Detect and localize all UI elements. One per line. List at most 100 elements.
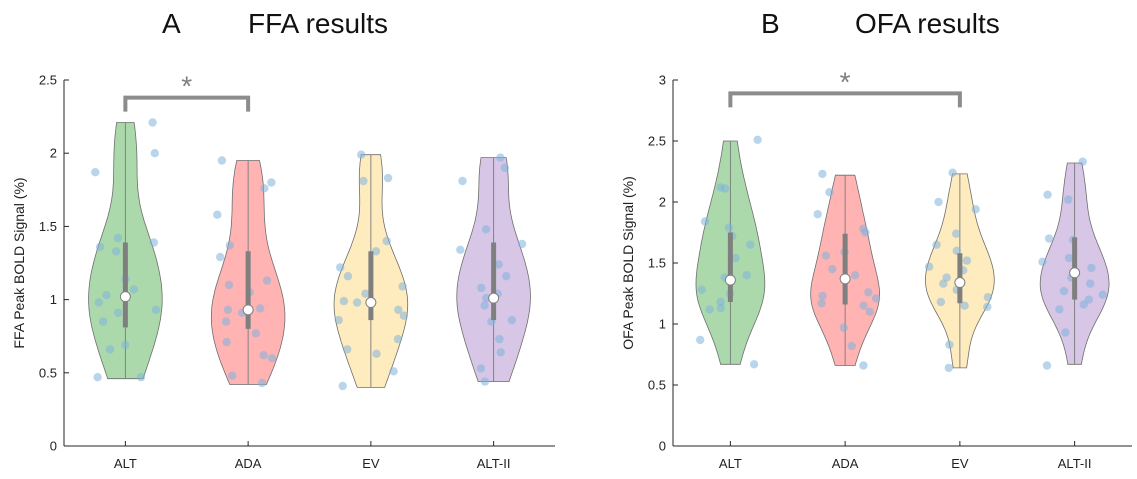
data-point xyxy=(818,291,827,301)
data-point xyxy=(389,367,398,376)
data-point xyxy=(480,377,490,386)
data-point xyxy=(859,301,868,310)
data-point xyxy=(1042,361,1052,370)
data-point xyxy=(394,305,403,314)
violin-ada xyxy=(810,169,881,370)
data-point xyxy=(825,188,834,197)
data-point xyxy=(357,150,366,159)
y-tick-label: 2 xyxy=(50,146,57,161)
violin-iqr xyxy=(245,251,251,329)
panel-a: A FFA results 0 0.5 1 1.5 2 2.5 FFA Peak BOLD … xyxy=(0,0,560,479)
significance-line xyxy=(728,91,962,108)
significance-bracket: * xyxy=(728,66,962,108)
violin-median xyxy=(724,274,736,286)
data-point xyxy=(458,176,467,186)
data-point xyxy=(136,373,146,382)
data-point xyxy=(216,252,225,262)
data-point xyxy=(983,293,993,302)
data-point xyxy=(361,289,370,298)
data-point xyxy=(399,311,409,320)
data-point xyxy=(257,378,267,388)
violin-iqr xyxy=(122,242,128,328)
data-point xyxy=(864,288,873,297)
violin-alt-ii xyxy=(1038,157,1110,370)
data-point xyxy=(476,364,486,373)
data-point xyxy=(945,340,954,349)
data-point xyxy=(952,246,961,255)
x-tick-label: ADA xyxy=(832,456,859,471)
violin-ev xyxy=(924,168,995,373)
data-point xyxy=(813,210,822,219)
data-point xyxy=(113,233,123,243)
data-point xyxy=(260,184,269,193)
data-point xyxy=(481,225,491,234)
data-point xyxy=(224,280,234,290)
data-point xyxy=(697,285,706,294)
data-point xyxy=(334,315,343,325)
data-point xyxy=(482,293,491,303)
data-point xyxy=(1064,195,1073,204)
violin-iqr xyxy=(491,242,497,321)
data-point xyxy=(1087,263,1096,273)
data-point xyxy=(944,363,953,373)
chart-title: OFA results xyxy=(855,8,1000,39)
significance-star: * xyxy=(840,66,851,97)
x-tick-label: ADA xyxy=(235,456,262,471)
data-point xyxy=(1061,328,1070,337)
data-point xyxy=(871,294,881,303)
data-point xyxy=(861,228,870,237)
data-point xyxy=(496,153,505,162)
data-point xyxy=(382,236,391,246)
significance-line xyxy=(123,95,251,112)
data-point xyxy=(1098,290,1107,299)
data-point xyxy=(971,205,980,214)
y-tick-label: 1.5 xyxy=(39,219,57,234)
data-point xyxy=(939,279,948,288)
y-tick-label: 1 xyxy=(659,317,666,332)
data-point xyxy=(720,184,730,193)
data-point xyxy=(1043,190,1052,199)
data-point xyxy=(112,247,121,256)
data-point xyxy=(95,242,105,252)
data-point xyxy=(338,381,347,391)
violin-alt xyxy=(695,135,766,369)
data-point xyxy=(336,263,345,272)
significance-star: * xyxy=(181,71,192,102)
violin-median xyxy=(839,273,851,285)
data-point xyxy=(259,351,268,360)
data-point xyxy=(716,297,725,307)
data-point xyxy=(1086,279,1095,288)
x-tick-label: ALT xyxy=(719,456,742,471)
data-point xyxy=(99,317,108,326)
violin-median xyxy=(1069,267,1081,279)
data-point xyxy=(507,315,517,325)
data-point xyxy=(477,283,486,293)
data-point xyxy=(936,297,946,307)
significance-bracket: * xyxy=(123,71,251,112)
data-point xyxy=(850,271,860,280)
data-point xyxy=(924,262,934,271)
data-point xyxy=(149,238,158,247)
data-point xyxy=(359,176,368,186)
data-point xyxy=(934,197,943,207)
chart-title: FFA results xyxy=(248,8,389,39)
data-point xyxy=(393,334,403,344)
data-point xyxy=(129,285,139,294)
data-point xyxy=(267,354,277,363)
data-point xyxy=(705,305,714,314)
data-point xyxy=(343,345,352,354)
data-point xyxy=(352,298,362,307)
violin-ada xyxy=(210,156,286,388)
data-point xyxy=(502,272,511,281)
data-point xyxy=(121,340,130,350)
data-point xyxy=(1044,234,1054,243)
violin-median xyxy=(954,277,966,289)
data-point xyxy=(731,253,740,263)
data-point xyxy=(932,240,941,249)
data-point xyxy=(821,251,831,260)
ffa-violin-chart: 0 0.5 1 1.5 2 2.5 FFA Peak BOLD Signal (%) ALT A… xyxy=(11,71,555,471)
data-point xyxy=(1055,305,1064,314)
y-tick-label: 2.5 xyxy=(648,134,666,149)
data-point xyxy=(818,169,827,179)
data-point xyxy=(222,337,231,347)
